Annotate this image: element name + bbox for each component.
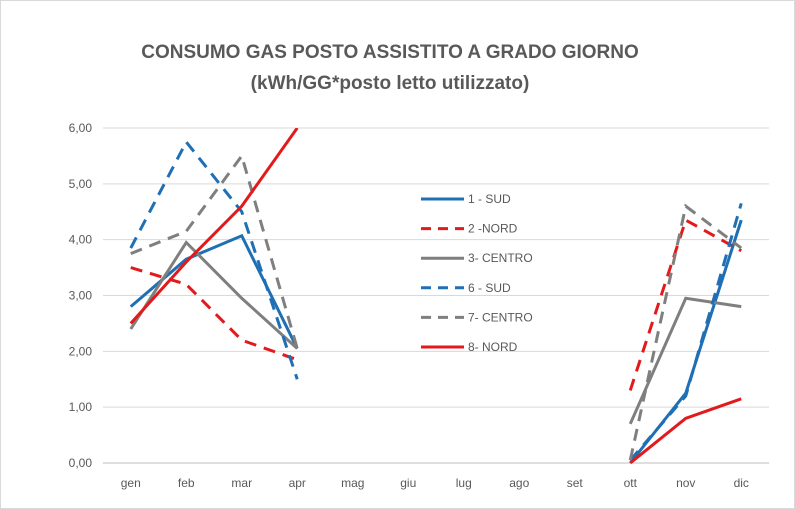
x-tick-label: gen (121, 476, 141, 490)
x-tick-label: giu (400, 476, 416, 490)
series-line-7-centro (628, 203, 743, 461)
x-tick-label: mar (231, 476, 252, 490)
y-tick-label: 2,00 (69, 344, 93, 358)
legend-label: 6 - SUD (468, 281, 511, 295)
y-tick-label: 1,00 (69, 400, 93, 414)
series-line-8-nord (629, 397, 742, 465)
y-tick-label: 0,00 (69, 456, 93, 470)
chart-subtitle: (kWh/GG*posto letto utilizzato) (250, 73, 530, 94)
x-tick-label: ott (624, 476, 638, 490)
x-tick-label: feb (178, 476, 195, 490)
x-tick-label: apr (289, 476, 306, 490)
series-line-2-nord (130, 266, 298, 362)
y-tick-label: 3,00 (69, 289, 93, 303)
legend-label: 2 -NORD (468, 222, 518, 236)
legend-label: 3- CENTRO (468, 251, 533, 265)
y-tick-label: 5,00 (69, 177, 93, 191)
x-tick-label: lug (456, 476, 472, 490)
y-tick-label: 4,00 (69, 233, 93, 247)
x-tick-label: nov (676, 476, 695, 490)
x-tick-label: set (567, 476, 584, 490)
chart-title: CONSUMO GAS POSTO ASSISTITO A GRADO GIOR… (141, 42, 639, 63)
x-tick-label: dic (734, 476, 749, 490)
x-tick-label: ago (509, 476, 529, 490)
series-line-8-nord (129, 128, 299, 325)
x-tick-label: mag (341, 476, 364, 490)
y-tick-label: 6,00 (69, 121, 93, 135)
legend-label: 8- NORD (468, 340, 518, 354)
legend-label: 1 - SUD (468, 192, 511, 206)
legend-label: 7- CENTRO (468, 310, 533, 324)
series-line-3-centro (129, 240, 299, 350)
series-line-2-nord (628, 217, 742, 391)
series-line-7-centro (130, 152, 299, 349)
series-line-6-sud (629, 202, 743, 462)
series-line-6-sud (129, 139, 299, 380)
series-line-1-sud (129, 233, 299, 350)
